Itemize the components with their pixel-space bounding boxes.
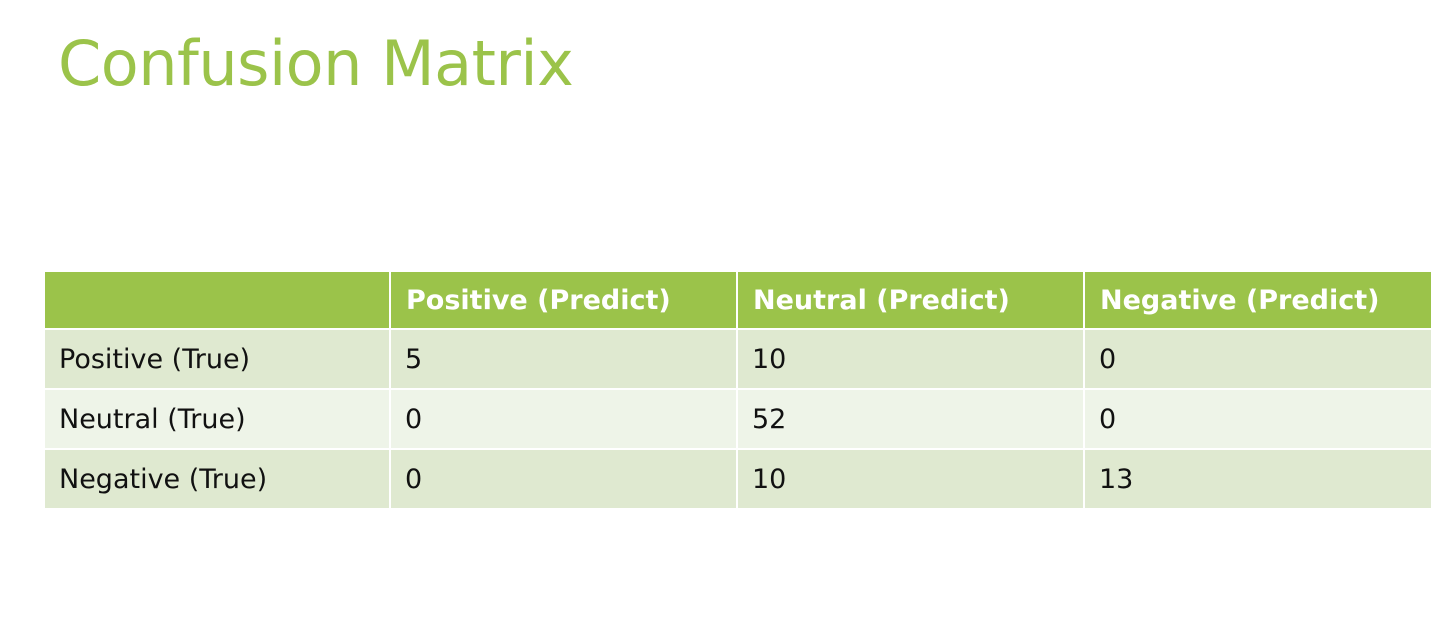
row-label-negative-true: Negative (True) (43, 448, 391, 510)
corner-header-cell (43, 270, 391, 330)
cell-negative-true-neutral-predict: 10 (736, 448, 1085, 510)
table-row-positive-true: Positive (True) 5 10 0 (43, 328, 1433, 390)
cell-positive-true-neutral-predict: 10 (736, 328, 1085, 390)
cell-positive-true-negative-predict: 0 (1083, 328, 1433, 390)
cell-positive-true-positive-predict: 5 (389, 328, 738, 390)
table-row-neutral-true: Neutral (True) 0 52 0 (43, 388, 1433, 450)
cell-negative-true-negative-predict: 13 (1083, 448, 1433, 510)
column-header-negative-predict: Negative (Predict) (1083, 270, 1433, 330)
confusion-matrix-table: Positive (Predict) Neutral (Predict) Neg… (43, 270, 1433, 510)
cell-neutral-true-positive-predict: 0 (389, 388, 738, 450)
row-label-positive-true: Positive (True) (43, 328, 391, 390)
cell-negative-true-positive-predict: 0 (389, 448, 738, 510)
table-row-negative-true: Negative (True) 0 10 13 (43, 448, 1433, 510)
column-header-positive-predict: Positive (Predict) (389, 270, 738, 330)
row-label-neutral-true: Neutral (True) (43, 388, 391, 450)
cell-neutral-true-neutral-predict: 52 (736, 388, 1085, 450)
header-row: Positive (Predict) Neutral (Predict) Neg… (43, 270, 1433, 330)
cell-neutral-true-negative-predict: 0 (1083, 388, 1433, 450)
column-header-neutral-predict: Neutral (Predict) (736, 270, 1085, 330)
slide-title: Confusion Matrix (58, 27, 574, 100)
